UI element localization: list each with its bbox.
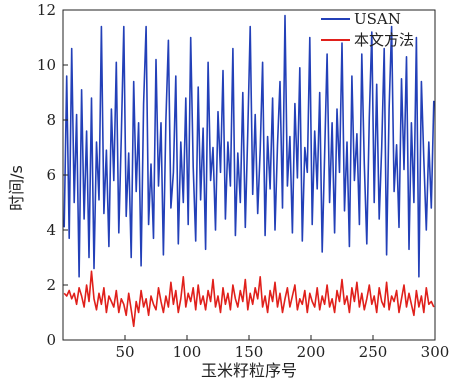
y-tick-label: 12: [37, 1, 56, 19]
plot-lines: [63, 14, 435, 328]
x-tick-label: 250: [359, 343, 388, 361]
x-tick-label: 150: [235, 343, 264, 361]
legend: USAN 本文方法: [321, 10, 414, 49]
x-tick-label: 200: [297, 343, 326, 361]
y-axis-label: 时间/s: [7, 165, 26, 211]
y-tick-label: 10: [37, 56, 56, 74]
y-tick-label: 0: [46, 331, 56, 349]
x-axis: 50 100 150 200 250 300: [115, 335, 449, 361]
series-line-2: [63, 270, 435, 328]
y-tick-label: 4: [46, 221, 56, 239]
series-line-1: [63, 14, 435, 278]
x-tick-label: 100: [173, 343, 202, 361]
y-tick-label: 8: [46, 111, 56, 129]
x-tick-label: 300: [421, 343, 450, 361]
y-tick-label: 6: [46, 166, 56, 184]
y-axis: 0 2 4 6 8 10 12: [37, 1, 68, 349]
x-axis-label: 玉米籽粒序号: [201, 361, 297, 380]
x-tick-label: 50: [115, 343, 134, 361]
y-tick-label: 2: [46, 276, 56, 294]
legend-label: 本文方法: [354, 31, 414, 49]
legend-label: USAN: [354, 10, 401, 28]
